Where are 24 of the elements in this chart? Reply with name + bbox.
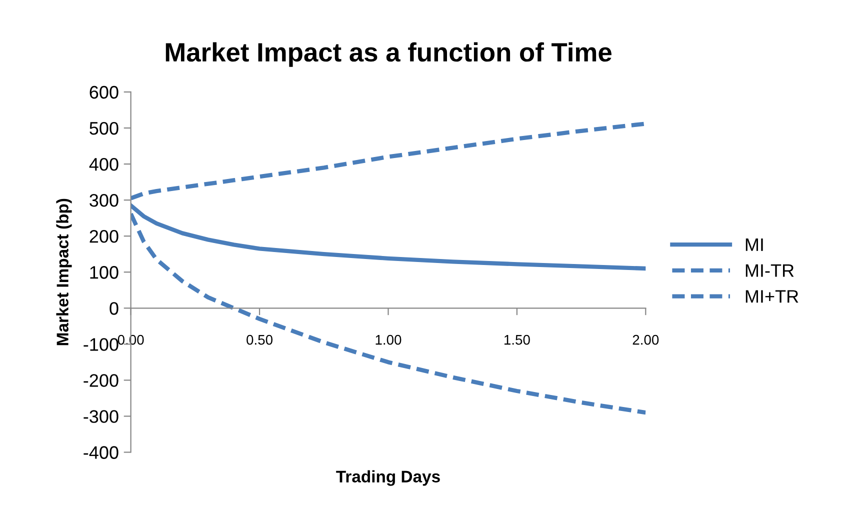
- y-tick-label: 600: [90, 86, 118, 99]
- y-tick-label: -400: [84, 446, 118, 459]
- y-tick-label: -300: [84, 410, 118, 423]
- legend-label: MI-TR: [746, 264, 794, 277]
- y-tick-label: -100: [84, 338, 118, 351]
- y-tick-label: 100: [90, 266, 118, 279]
- x-tick-label: 1.00: [376, 334, 402, 345]
- line-series: [130, 203, 646, 271]
- legend-label: MI+TR: [746, 290, 798, 303]
- y-tick-label: 400: [89, 158, 118, 171]
- y-tick-label: -200: [84, 374, 118, 387]
- x-tick-label: 0.50: [246, 334, 273, 345]
- x-axis-title: Trading Days: [336, 470, 440, 486]
- x-tick-label: 1.50: [504, 334, 530, 345]
- y-tick-label: 500: [90, 122, 118, 135]
- chart-title: Market Impact as a function of Time: [166, 42, 612, 67]
- y-tick-label: 200: [90, 230, 118, 243]
- x-tick-label: 0.00: [118, 334, 144, 345]
- line-series: [130, 122, 646, 200]
- x-tick-label: 2.00: [632, 334, 659, 345]
- y-axis-title: Market Impact (bp): [56, 198, 72, 346]
- y-tick-label: 0: [110, 302, 118, 315]
- legend-label: MI: [746, 238, 763, 251]
- y-tick-label: 300: [90, 194, 118, 207]
